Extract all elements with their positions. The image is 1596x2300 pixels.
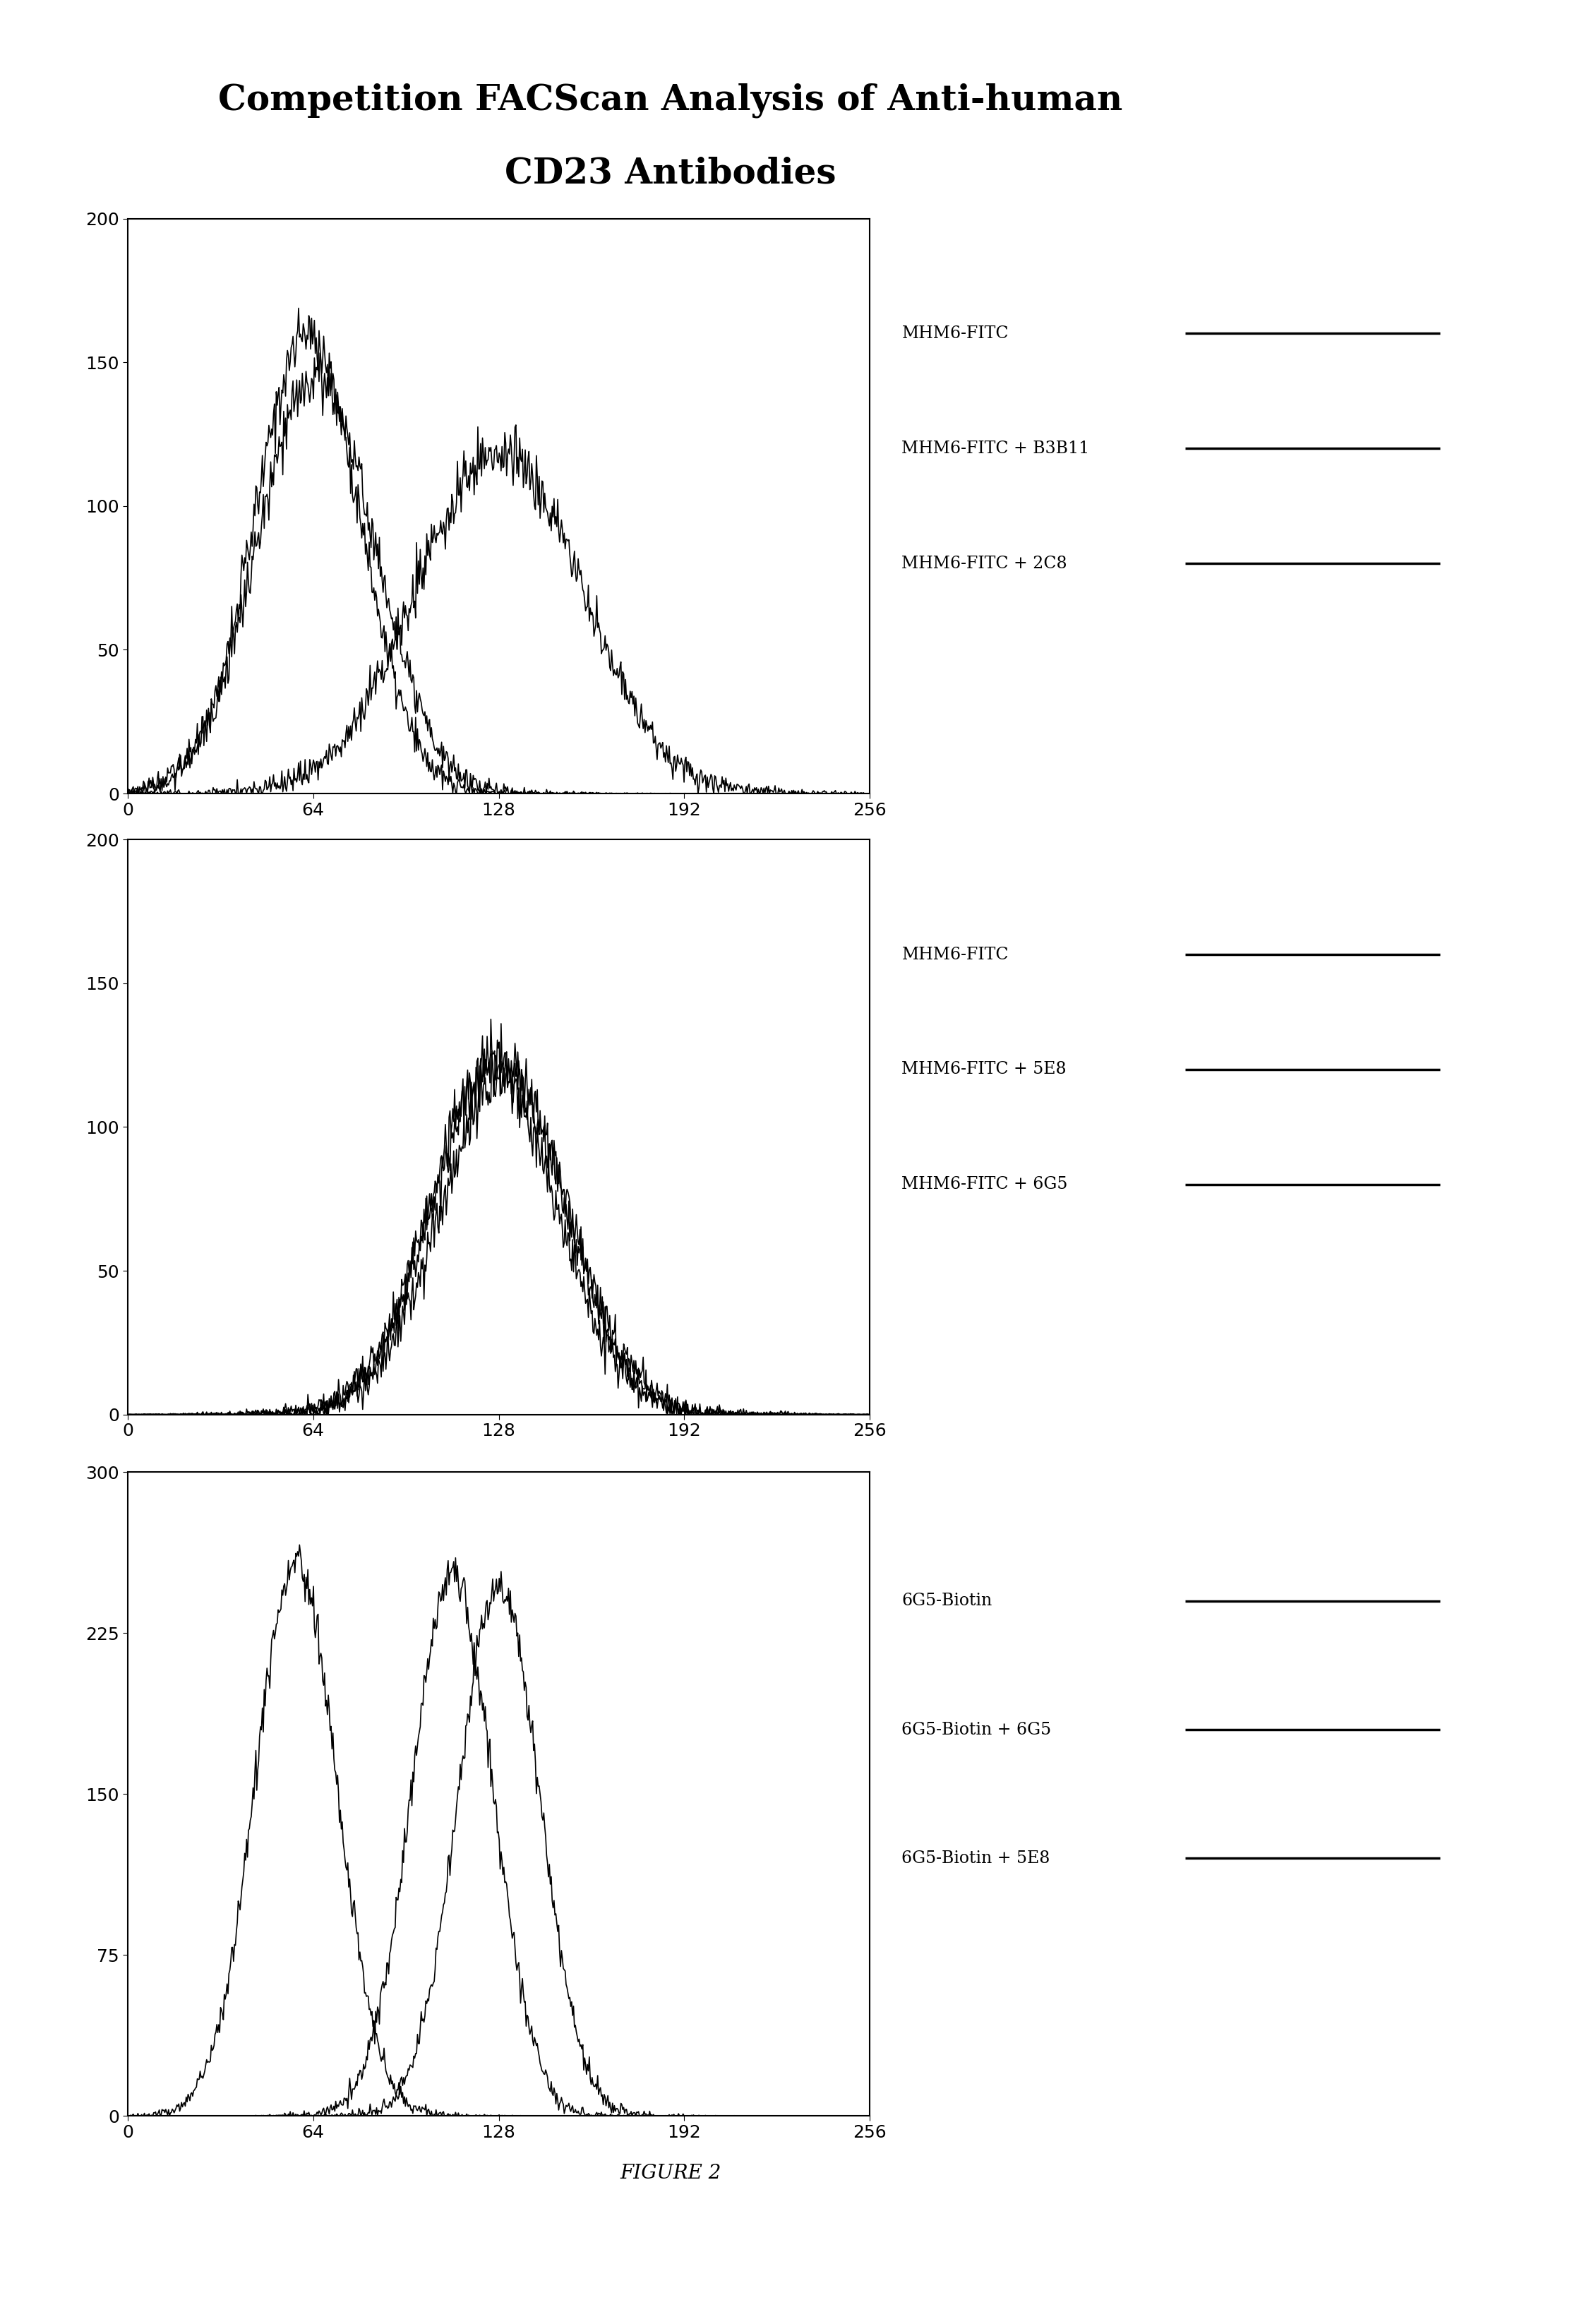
Text: MHM6-FITC + 5E8: MHM6-FITC + 5E8: [902, 1060, 1066, 1079]
Text: Competition FACScan Analysis of Anti-human: Competition FACScan Analysis of Anti-hum…: [219, 83, 1122, 117]
Text: FIGURE 2: FIGURE 2: [619, 2164, 721, 2183]
Text: MHM6-FITC + B3B11: MHM6-FITC + B3B11: [902, 439, 1090, 458]
Text: MHM6-FITC: MHM6-FITC: [902, 324, 1009, 343]
Text: 6G5-Biotin: 6G5-Biotin: [902, 1592, 993, 1610]
Text: 6G5-Biotin + 6G5: 6G5-Biotin + 6G5: [902, 1720, 1052, 1739]
Text: MHM6-FITC: MHM6-FITC: [902, 945, 1009, 964]
Text: 6G5-Biotin + 5E8: 6G5-Biotin + 5E8: [902, 1849, 1050, 1868]
Text: MHM6-FITC + 2C8: MHM6-FITC + 2C8: [902, 554, 1068, 573]
Text: MHM6-FITC + 6G5: MHM6-FITC + 6G5: [902, 1175, 1068, 1194]
Text: CD23 Antibodies: CD23 Antibodies: [504, 156, 836, 191]
